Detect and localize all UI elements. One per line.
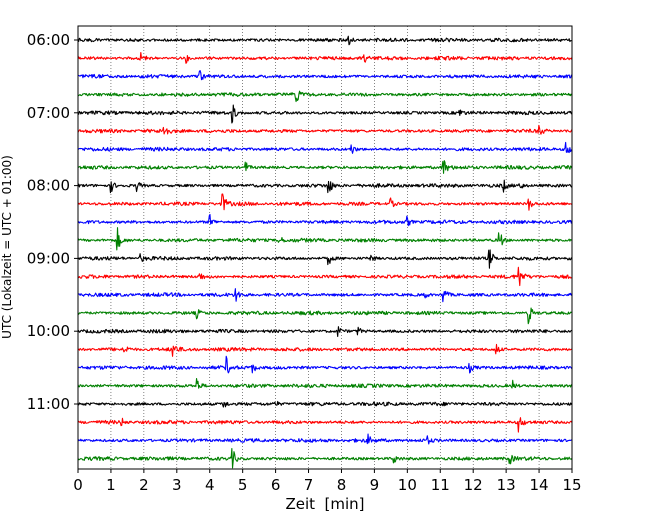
trace-line <box>77 355 573 374</box>
x-axis-label: Zeit [min] <box>285 495 364 513</box>
x-tick-label: 3 <box>172 476 182 494</box>
trace-line <box>77 266 573 287</box>
trace-line <box>77 70 573 81</box>
trace-line <box>77 227 573 251</box>
trace-line <box>77 193 573 211</box>
y-tick-label: 06:00 <box>27 31 70 49</box>
y-tick-label: 07:00 <box>27 104 70 122</box>
trace-lines <box>77 35 573 469</box>
y-tick-label: 10:00 <box>27 322 70 340</box>
trace-line <box>77 307 573 325</box>
trace-line <box>77 326 573 338</box>
x-tick-label: 14 <box>530 476 549 494</box>
x-tick-label: 6 <box>271 476 281 494</box>
x-tick-label: 1 <box>106 476 116 494</box>
trace-line <box>77 400 573 408</box>
trace-line <box>77 90 573 103</box>
y-tick-label: 09:00 <box>27 249 70 267</box>
x-tick-label: 8 <box>337 476 347 494</box>
trace-line <box>77 35 573 46</box>
x-tick-label: 9 <box>370 476 380 494</box>
trace-line <box>77 417 573 433</box>
trace-line <box>77 433 573 445</box>
trace-line <box>77 160 573 174</box>
trace-line <box>77 249 573 269</box>
y-axis-ticks: 06:00 07:00 08:00 09:00 10:00 11:00 <box>27 31 78 413</box>
x-tick-label: 0 <box>73 476 83 494</box>
x-tick-label: 10 <box>398 476 417 494</box>
x-axis-ticks: 0 1 2 3 4 5 6 7 8 9 10 11 12 13 14 15 <box>73 469 582 494</box>
trace-line <box>77 343 573 357</box>
trace-line <box>77 104 573 124</box>
x-tick-label: 4 <box>205 476 215 494</box>
y-tick-label: 11:00 <box>27 395 70 413</box>
x-tick-label: 15 <box>562 476 581 494</box>
trace-line <box>77 179 573 194</box>
y-axis-label: UTC (Lokalzeit = UTC + 01:00) <box>0 155 14 339</box>
trace-line <box>77 141 573 154</box>
trace-line <box>77 288 573 303</box>
x-tick-label: 13 <box>497 476 516 494</box>
x-tick-label: 2 <box>139 476 149 494</box>
plot-frame <box>77 25 573 470</box>
trace-line <box>77 124 573 135</box>
x-tick-label: 5 <box>238 476 248 494</box>
x-tick-label: 12 <box>464 476 483 494</box>
trace-line <box>77 51 573 64</box>
y-tick-label: 08:00 <box>27 177 70 195</box>
x-tick-label: 11 <box>431 476 450 494</box>
trace-line <box>77 213 573 227</box>
trace-line <box>77 377 573 389</box>
trace-line <box>77 448 573 469</box>
x-tick-label: 7 <box>304 476 314 494</box>
